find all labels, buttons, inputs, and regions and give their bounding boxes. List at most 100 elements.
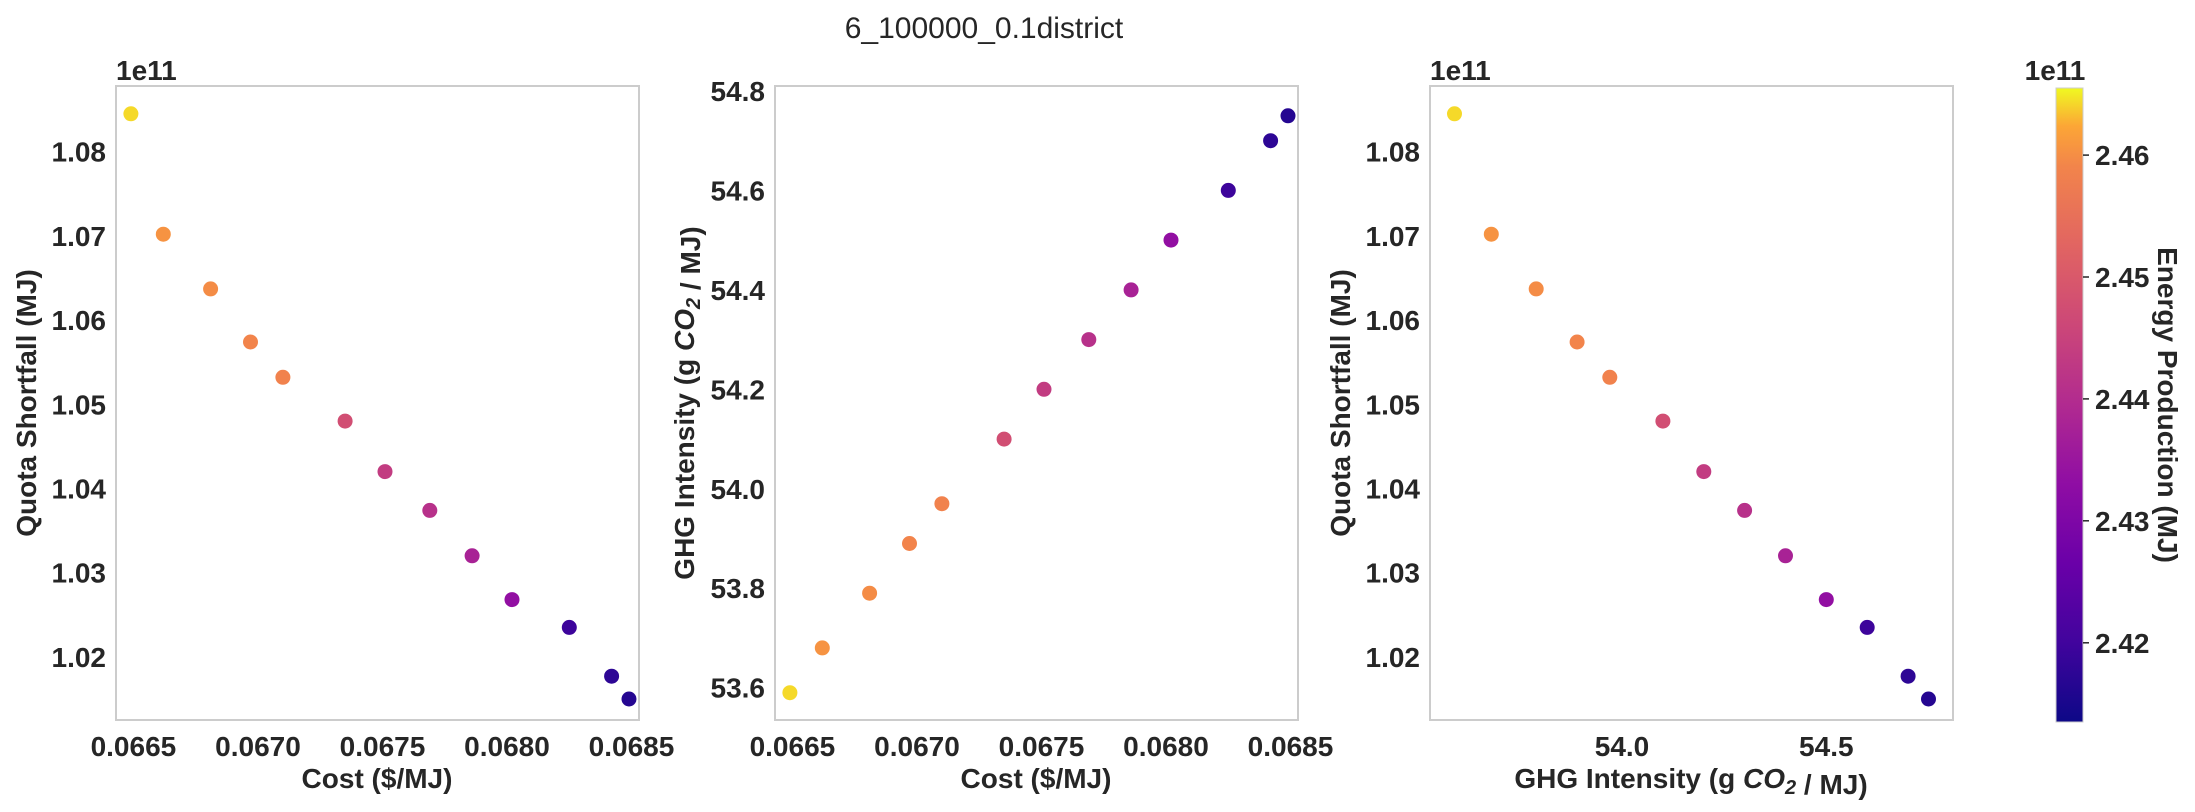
panel3-y-axis-label: Quota Shortfall (MJ) bbox=[1325, 269, 1356, 537]
panel1-x-tick-labels: 0.0665 0.0670 0.0675 0.0680 0.0685 bbox=[91, 731, 675, 762]
panel3-point bbox=[1737, 502, 1753, 518]
panel2-point bbox=[1220, 182, 1236, 198]
panel3-point bbox=[1921, 691, 1936, 707]
panel2-plot-frame bbox=[774, 85, 1299, 721]
panel1-x-tick-label: 0.0680 bbox=[464, 731, 550, 762]
panel2-x-tick-label: 0.0665 bbox=[750, 731, 836, 762]
panel1-y-tick-label: 1.03 bbox=[52, 558, 107, 589]
panel1-y-offset-label: 1e11 bbox=[116, 55, 177, 86]
panel2-x-tick-label: 0.0670 bbox=[874, 731, 960, 762]
panel3-x-tick-label: 54.5 bbox=[1799, 731, 1854, 762]
panel1-point bbox=[561, 619, 577, 635]
panel3-plot-frame bbox=[1429, 85, 1954, 721]
panel3-y-tick-label: 1.08 bbox=[1366, 137, 1421, 168]
panel2-y-tick-label: 54.2 bbox=[711, 374, 766, 405]
panel3-point bbox=[1818, 592, 1834, 608]
panel1-point bbox=[275, 369, 291, 385]
panel2-point bbox=[934, 496, 950, 512]
panel2-point bbox=[814, 640, 830, 656]
panel1-y-tick-label: 1.06 bbox=[52, 305, 107, 336]
panel3-point bbox=[1447, 106, 1462, 122]
panel1-points bbox=[123, 106, 637, 707]
panel1-point bbox=[377, 464, 393, 480]
panel1-point bbox=[203, 281, 219, 297]
panel1-point bbox=[422, 502, 438, 518]
panel2-y-tick-label: 53.6 bbox=[711, 673, 766, 704]
panel1-point bbox=[155, 226, 171, 242]
panel3-point bbox=[1483, 226, 1499, 242]
colorbar-gradient bbox=[2055, 87, 2084, 723]
panel3-point bbox=[1778, 548, 1793, 564]
panel3-point bbox=[1696, 464, 1712, 480]
panel2-point bbox=[1123, 282, 1139, 298]
colorbar-tick-label: 2.42 bbox=[2095, 628, 2150, 659]
panel1-y-tick-label: 1.05 bbox=[52, 389, 107, 420]
panel3-points bbox=[1447, 106, 1936, 707]
panel2-x-tick-label: 0.0685 bbox=[1248, 731, 1334, 762]
colorbar: 1e11 2.42 2.43 2.44 2.45 2.46 Energy Product… bbox=[2025, 55, 2183, 723]
panel2-point bbox=[1263, 133, 1279, 149]
panel2-point bbox=[1036, 381, 1052, 397]
panel3-point bbox=[1655, 413, 1671, 429]
colorbar-label: Energy Production (MJ) bbox=[2152, 247, 2183, 563]
panel3-y-tick-label: 1.06 bbox=[1366, 305, 1421, 336]
panel1-y-tick-label: 1.02 bbox=[52, 642, 107, 673]
colorbar-offset-label: 1e11 bbox=[2025, 55, 2086, 86]
panel3-point bbox=[1602, 369, 1618, 385]
panel1-y-tick-label: 1.04 bbox=[52, 474, 107, 505]
panel3-y-tick-label: 1.04 bbox=[1366, 474, 1421, 505]
panel2-point bbox=[1163, 232, 1179, 248]
panel3-y-tick-label: 1.05 bbox=[1366, 389, 1421, 420]
panel3-y-offset-label: 1e11 bbox=[1430, 55, 1491, 86]
panel2-y-tick-label: 54.4 bbox=[711, 275, 766, 306]
panel3-x-axis-label: GHG Intensity (g CO2 / MJ) bbox=[1514, 763, 1867, 800]
panel2-x-axis-label: Cost ($/MJ) bbox=[961, 763, 1112, 794]
panel1-y-tick-label: 1.08 bbox=[52, 137, 107, 168]
panel3-y-tick-labels: 1.02 1.03 1.04 1.05 1.06 1.07 1.08 bbox=[1366, 137, 1421, 673]
panel1-point bbox=[123, 106, 139, 122]
panel2-point bbox=[782, 685, 798, 701]
panel2-y-tick-label: 54.6 bbox=[711, 175, 766, 206]
colorbar-tick-label: 2.43 bbox=[2095, 506, 2150, 537]
panel2-y-tick-label: 53.8 bbox=[711, 573, 766, 604]
panel2-y-tick-label: 54.0 bbox=[711, 474, 766, 505]
panel1-x-tick-label: 0.0670 bbox=[215, 731, 301, 762]
panel3-point bbox=[1528, 281, 1544, 297]
panel1-point bbox=[337, 413, 353, 429]
panel1-x-axis-label: Cost ($/MJ) bbox=[302, 763, 453, 794]
panel2-point bbox=[996, 431, 1012, 447]
panel2-point bbox=[902, 536, 917, 551]
panel2-y-tick-labels: 53.6 53.8 54.0 54.2 54.4 54.6 54.8 bbox=[711, 76, 766, 704]
panel1-point bbox=[604, 668, 620, 684]
panel1-y-axis-label: Quota Shortfall (MJ) bbox=[11, 269, 42, 537]
panel3-point bbox=[1900, 668, 1916, 684]
panel3-y-tick-label: 1.07 bbox=[1366, 221, 1421, 252]
panel3-y-tick-label: 1.02 bbox=[1366, 642, 1421, 673]
panel3-y-tick-label: 1.03 bbox=[1366, 558, 1421, 589]
panel3-point bbox=[1859, 619, 1875, 635]
panel3-x-tick-label: 54.0 bbox=[1595, 731, 1650, 762]
panel-cost-vs-ghg-intensity: 53.6 53.8 54.0 54.2 54.4 54.6 54.8 0.0665 0.067… bbox=[669, 76, 1333, 794]
panel1-x-tick-label: 0.0665 bbox=[91, 731, 177, 762]
panel3-point bbox=[1569, 334, 1585, 350]
panel2-point bbox=[1280, 108, 1296, 124]
panel1-point bbox=[504, 592, 520, 608]
colorbar-tick-label: 2.46 bbox=[2095, 140, 2150, 171]
panel1-point bbox=[243, 334, 258, 350]
panel1-point bbox=[621, 691, 637, 707]
colorbar-tick-label: 2.45 bbox=[2095, 262, 2150, 293]
panel2-x-tick-labels: 0.0665 0.0670 0.0675 0.0680 0.0685 bbox=[750, 731, 1334, 762]
panel2-x-tick-label: 0.0680 bbox=[1123, 731, 1209, 762]
colorbar-tick-labels: 2.42 2.43 2.44 2.45 2.46 bbox=[2083, 140, 2150, 659]
panel2-x-tick-label: 0.0675 bbox=[999, 731, 1085, 762]
panel2-y-tick-label: 54.8 bbox=[711, 76, 766, 107]
panel2-point bbox=[862, 585, 878, 601]
panel1-x-tick-label: 0.0685 bbox=[589, 731, 675, 762]
colorbar-tick-label: 2.44 bbox=[2095, 384, 2150, 415]
panel2-y-axis-label: GHG Intensity (g CO2 / MJ) bbox=[669, 226, 706, 579]
panel-ghg-intensity-vs-quota-shortfall: 1e11 1.021.031.041.051.061.071.08 54.0 54… bbox=[1325, 55, 1954, 800]
panel3-x-tick-labels: 54.0 54.5 bbox=[1595, 731, 1854, 762]
panel-cost-vs-quota-shortfall: 1e11 1.02 1.03 1.04 1.05 1.06 1.07 1.08 0.0665… bbox=[11, 55, 674, 794]
panel1-y-tick-label: 1.07 bbox=[52, 221, 107, 252]
